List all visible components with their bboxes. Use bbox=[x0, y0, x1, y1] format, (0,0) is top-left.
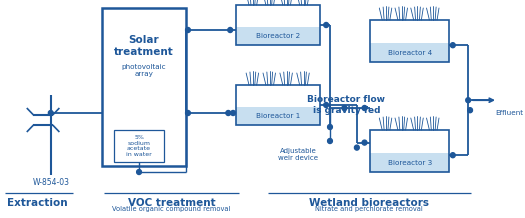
Circle shape bbox=[466, 98, 470, 103]
Text: 5%
sodium
acetate
in water: 5% sodium acetate in water bbox=[126, 135, 152, 157]
Circle shape bbox=[324, 102, 329, 107]
Circle shape bbox=[48, 111, 53, 116]
Circle shape bbox=[450, 43, 455, 48]
Text: W-854-03: W-854-03 bbox=[32, 178, 69, 187]
Text: Bioreactor 2: Bioreactor 2 bbox=[256, 33, 300, 39]
Bar bbox=[236, 85, 320, 125]
Circle shape bbox=[450, 153, 455, 158]
Circle shape bbox=[354, 145, 359, 150]
Text: Bioreactor 1: Bioreactor 1 bbox=[256, 113, 300, 119]
Bar bbox=[370, 130, 449, 172]
Bar bbox=[114, 130, 164, 162]
Text: Volatile organic compound removal: Volatile organic compound removal bbox=[112, 206, 231, 212]
Circle shape bbox=[328, 124, 332, 129]
Text: photovoltaic
array: photovoltaic array bbox=[121, 63, 166, 77]
Circle shape bbox=[328, 138, 332, 143]
Bar bbox=[370, 43, 449, 62]
Text: Effluent: Effluent bbox=[495, 110, 523, 116]
Text: Solar
treatment: Solar treatment bbox=[114, 35, 174, 57]
Bar bbox=[102, 8, 186, 166]
Circle shape bbox=[230, 111, 236, 116]
Circle shape bbox=[136, 170, 141, 174]
Bar bbox=[370, 20, 449, 62]
Circle shape bbox=[362, 140, 367, 145]
Text: Adjustable
weir device: Adjustable weir device bbox=[278, 148, 318, 161]
Text: VOC treatment: VOC treatment bbox=[128, 198, 215, 208]
Bar bbox=[370, 153, 449, 172]
Bar bbox=[236, 27, 320, 45]
Circle shape bbox=[185, 111, 191, 116]
Circle shape bbox=[362, 106, 367, 111]
Bar bbox=[236, 107, 320, 125]
Text: Nitrate and perchlorate removal: Nitrate and perchlorate removal bbox=[316, 206, 423, 212]
Circle shape bbox=[468, 108, 473, 113]
Circle shape bbox=[226, 111, 230, 116]
Text: Bioreactor 4: Bioreactor 4 bbox=[387, 50, 432, 56]
Circle shape bbox=[342, 106, 347, 111]
Text: Bioreactor flow
is gravity fed: Bioreactor flow is gravity fed bbox=[307, 95, 385, 115]
Circle shape bbox=[324, 22, 329, 27]
Text: Bioreactor 3: Bioreactor 3 bbox=[387, 160, 432, 166]
Bar bbox=[236, 5, 320, 45]
Text: Wetland bioreactors: Wetland bioreactors bbox=[309, 198, 429, 208]
Circle shape bbox=[185, 27, 191, 32]
Circle shape bbox=[228, 27, 233, 32]
Text: Extraction: Extraction bbox=[7, 198, 68, 208]
